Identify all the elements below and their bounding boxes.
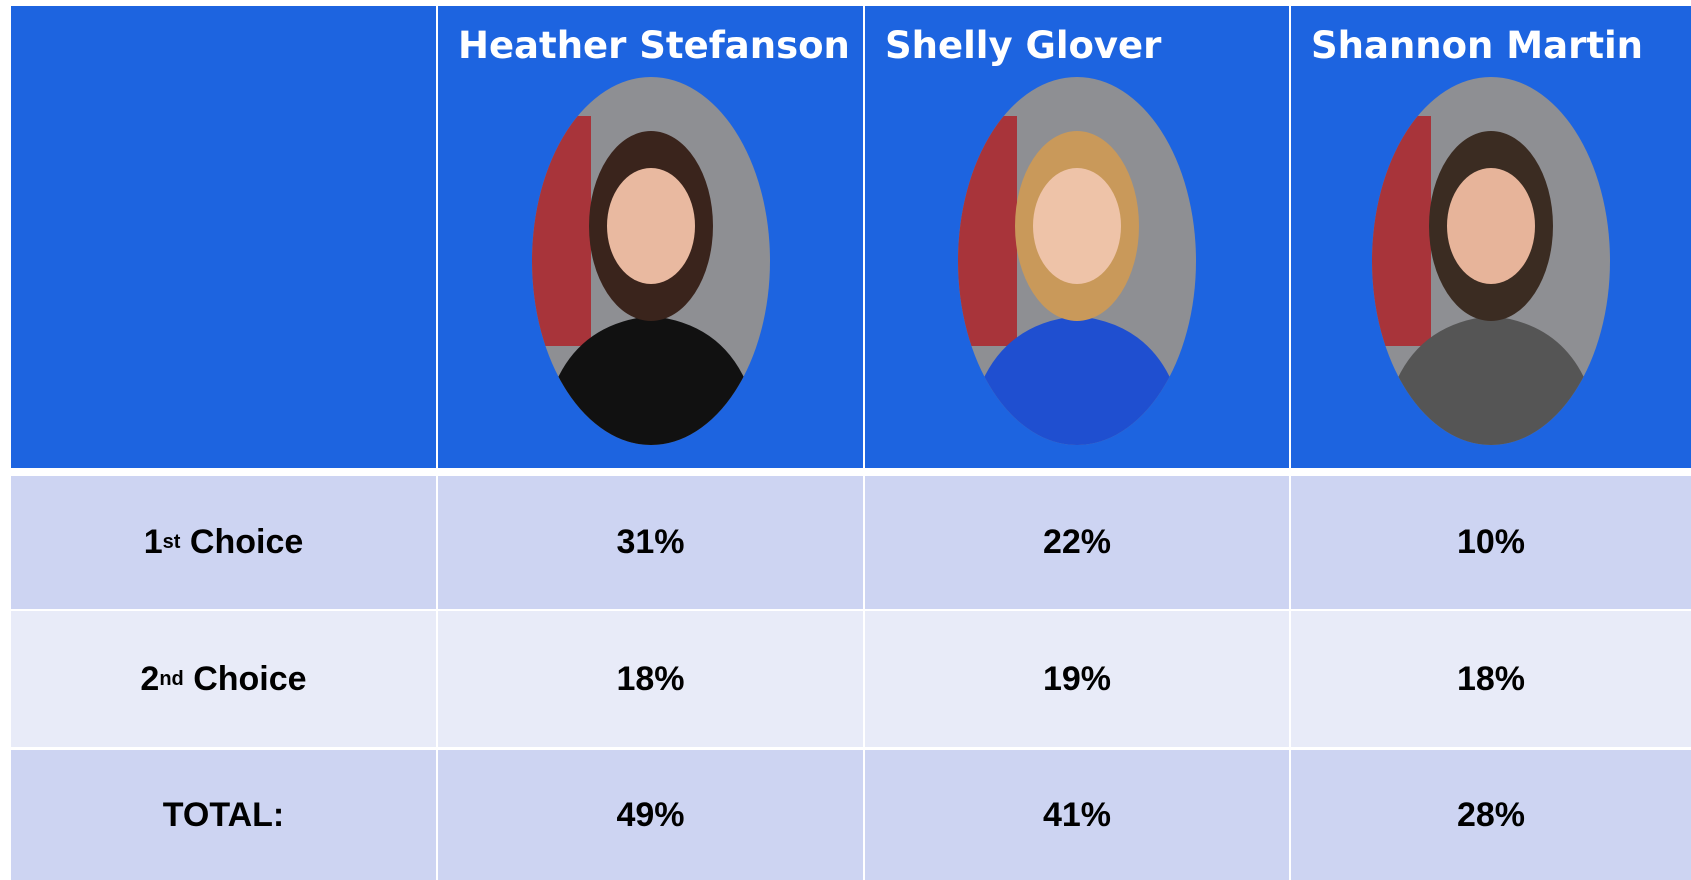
row-label: TOTAL: (11, 750, 436, 880)
value-cell: 31% (438, 476, 863, 609)
value-cell: 22% (865, 476, 1289, 609)
value-cell: 28% (1291, 750, 1691, 880)
candidate-photo (531, 77, 770, 445)
ordinal: 1 (143, 523, 163, 561)
candidate-name: Shelly Glover (885, 24, 1162, 67)
candidate-name: Shannon Martin (1311, 24, 1644, 67)
candidate-photo (1372, 77, 1610, 445)
ordinal-suffix: st (162, 531, 181, 553)
label-text: Choice (189, 523, 304, 561)
label-text: TOTAL: (162, 795, 285, 834)
value-cell: 10% (1291, 476, 1691, 609)
ordinal: 2 (140, 659, 160, 698)
header-blank (11, 6, 436, 468)
candidate-photo (958, 77, 1196, 445)
value-cell: 18% (1291, 611, 1691, 747)
ordinal-suffix: nd (159, 667, 184, 690)
value-cell: 41% (865, 750, 1289, 880)
value-cell: 49% (438, 750, 863, 880)
value-cell: 19% (865, 611, 1289, 747)
label-text: Choice (193, 659, 307, 698)
candidate-name: Heather Stefanson (458, 24, 850, 67)
value-cell: 18% (438, 611, 863, 747)
